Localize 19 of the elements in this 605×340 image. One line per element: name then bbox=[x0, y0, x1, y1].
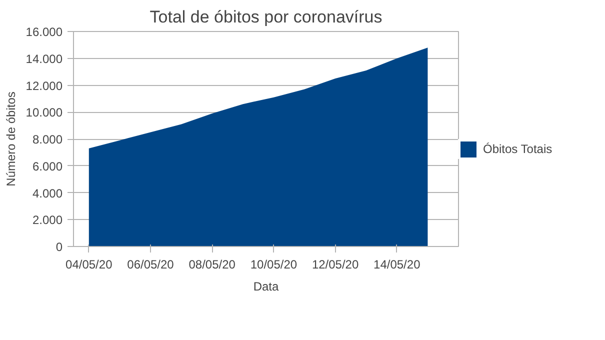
x-axis-title: Data bbox=[253, 280, 279, 294]
y-tick-label: 2.000 bbox=[32, 213, 63, 228]
y-tick-label: 16.000 bbox=[26, 25, 63, 39]
x-tick-label: 12/05/20 bbox=[312, 258, 359, 272]
y-tick-label: 6.000 bbox=[32, 159, 63, 174]
x-tick-label: 10/05/20 bbox=[250, 258, 298, 272]
x-tick-label: 06/05/20 bbox=[127, 258, 174, 272]
legend-label: Óbitos Totais bbox=[483, 142, 552, 156]
x-tick-label: 14/05/20 bbox=[374, 258, 421, 272]
y-tick-label: 14.000 bbox=[26, 52, 63, 66]
y-tick-label: 10.000 bbox=[26, 106, 63, 120]
x-tick-label: 04/05/20 bbox=[66, 258, 113, 272]
y-tick-label: 12.000 bbox=[26, 78, 63, 93]
chart-title: Total de óbitos por coronavírus bbox=[150, 8, 382, 26]
y-tick-label: 0 bbox=[56, 240, 63, 254]
x-tick-label: 08/05/20 bbox=[188, 258, 236, 272]
y-axis-title: Número de óbitos bbox=[4, 92, 18, 186]
y-tick-label: 4.000 bbox=[32, 186, 63, 200]
y-tick-label: 8.000 bbox=[32, 132, 63, 146]
